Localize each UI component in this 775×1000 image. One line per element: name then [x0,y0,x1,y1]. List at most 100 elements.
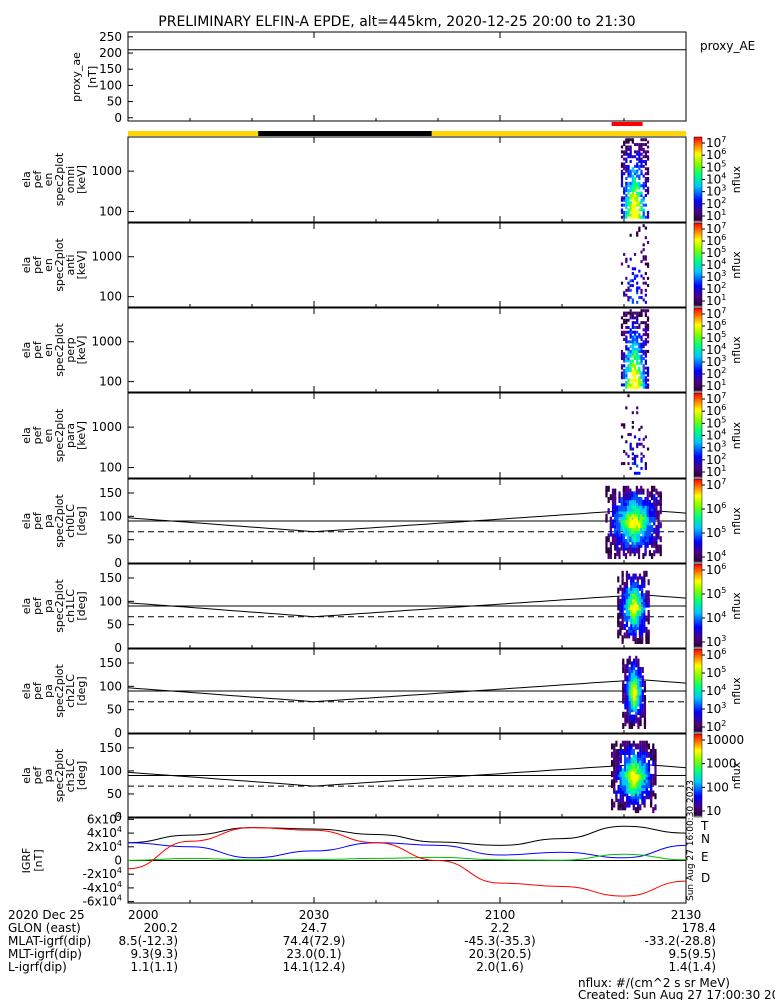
spectrogram-cell [623,383,626,387]
spectrogram-cell [623,203,626,207]
colorbar-ticklabel: 100 [706,780,729,794]
colorbar-ticklabel: 107 [706,477,726,492]
spectrogram-cell [640,459,643,463]
spec-panel-frame [127,222,687,308]
pa-spectrogram-cell [619,584,622,591]
pa-spectrogram-cell [645,632,648,639]
spectrogram-cell [627,381,630,385]
spectrogram-cell [623,291,626,295]
spectrogram-cell [629,174,632,178]
spectrogram-cell [633,354,637,358]
spectrogram-cell [627,433,630,437]
spectrogram-cell [638,471,641,475]
spectrogram-cell [640,143,643,147]
colorbar-13 [693,733,703,818]
spectrogram-cell [629,445,632,449]
pa-spectrogram-cell [625,579,629,586]
pa-spectrogram-cell [646,488,649,495]
pa-spectrogram-cell [629,536,632,543]
spectrogram-cell [642,196,645,200]
pa-spectrogram-cell [626,681,629,687]
pa-spectrogram-cell [646,508,649,515]
spectrogram-cell [627,164,630,168]
igrf-ylabel-units: [nT] [32,849,45,871]
pa-spectrogram-cell [645,746,648,753]
pa-spectrogram-cell [637,723,640,729]
proxy-ae-ytick: 50 [107,95,122,109]
pa-spectrogram-cell [643,717,647,724]
spectrogram-cell [625,177,628,181]
spectrogram-cell [627,264,630,268]
spectrogram-cell [646,145,650,149]
spectrogram-cell [633,184,637,188]
pa-spectrogram-cell [655,536,658,543]
spectrogram-cell [638,208,641,212]
spectrogram-cell [620,376,624,380]
colorbar-ticklabel: 102 [706,719,726,734]
spectrogram-cell [629,311,632,315]
panel-ylabel-11: spec2plot [53,579,66,633]
pa-spectrogram-cell [614,553,617,559]
spectrogram-cell [631,208,634,212]
spectrogram-cell [640,345,643,349]
pa-spectrogram-cell [625,570,629,577]
spectrogram-cell [640,347,643,351]
pa-spectrogram-cell [624,539,628,545]
spectrogram-cell [633,369,637,373]
spectrogram-cell [625,210,628,214]
spectrogram-cell [620,198,624,202]
spectrogram-cell [623,215,626,219]
spectrogram-cell [625,313,628,317]
spectrogram-cell [627,286,630,290]
spectrogram-cell [642,174,645,178]
colorbar-ticklabel: 104 [706,683,726,698]
igrf-series-D [127,827,687,897]
spectrogram-cell [642,357,645,361]
pa-spectrogram-cell [645,615,648,622]
spectrogram-cell [642,143,645,147]
spectrogram-cell [625,201,628,205]
pa-spectrogram-cell [654,793,657,800]
colorbar-ticklabel: 103 [706,184,726,199]
spectrogram-cell [631,215,634,219]
spectrogram-cell [638,177,641,181]
spectrogram-cell [627,181,630,185]
pa-spectrogram-cell [646,494,649,501]
pa-spectrogram-cell [624,784,627,791]
pa-spectrogram-cell [659,522,662,529]
spectrogram-cell [638,269,641,273]
pa-spectrogram-cell [623,632,626,639]
spectrogram-cell [625,160,628,164]
pa-spectrogram-cell [653,485,656,492]
spectrogram-cell [633,357,637,361]
spectrogram-cell [640,376,643,380]
spectrogram-cell [633,376,637,380]
ephemeris-row-label: MLAT-igrf(dip) [8,934,91,948]
pa-spectrogram-cell [618,491,621,498]
spectrogram-cell [629,169,632,173]
spectrogram-cell [629,369,632,373]
igrf-ytick: -2x104 [83,866,122,881]
pa-spectrogram-cell [646,516,649,523]
spectrogram-cell [627,140,630,144]
spectrogram-cell [629,138,632,142]
spectrogram-cell [627,349,630,353]
spectrogram-cell [633,340,637,344]
pa-ytick: 50 [107,618,122,632]
spectrogram-cell [631,447,634,451]
spectrogram-cell [631,167,634,171]
spectrogram-cell [631,325,634,329]
pa-spectrogram-cell [647,751,651,758]
pa-spectrogram-cell [630,576,633,583]
spectrogram-cell [631,452,634,456]
pa-spectrogram-cell [617,784,620,791]
panel-ylabel-1: en [42,258,55,272]
pa-spectrogram-cell [654,779,657,786]
pa-spectrogram-cell [654,804,657,811]
loss-cone-curve [127,679,687,703]
spectrogram-cell [623,318,626,322]
spectrogram-cell [636,157,639,161]
spectrogram-cell [644,325,647,329]
spectrogram-cell [638,164,641,168]
spectrogram-cell [625,167,628,171]
